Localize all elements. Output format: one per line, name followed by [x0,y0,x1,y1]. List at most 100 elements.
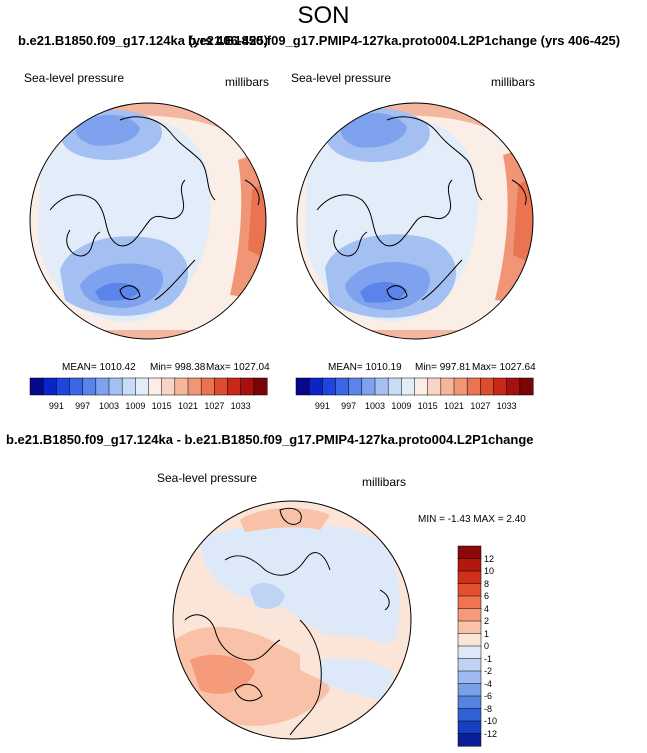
colorbar-tick-label: 12 [484,553,495,564]
colorbar-swatch [457,583,482,597]
colorbar-swatch [457,720,482,735]
colorbar-swatch [457,558,482,572]
colorbar-swatch [506,377,521,396]
colorbar-swatch [95,377,110,396]
panel2-colorbar [295,377,534,396]
colorbar-swatch [174,377,189,396]
colorbar-swatch [108,377,123,396]
panel1-min: Min= 998.38 [150,362,206,373]
colorbar-tick-label: 2 [484,616,490,626]
colorbar-swatch [348,377,363,396]
colorbar-swatch [295,377,310,396]
colorbar-tick-label: 1 [484,628,490,639]
colorbar-tick-label: 1009 [125,401,146,411]
diff-units-label: millibars [362,475,407,489]
difference-map [173,501,411,739]
colorbar-swatch [457,633,482,647]
colorbar-swatch [56,377,71,396]
colorbar-tick-label: 1033 [230,401,251,411]
colorbar-swatch [240,377,255,396]
panel2-min: Min= 997.81 [415,362,471,373]
colorbar-swatch [29,377,44,396]
colorbar-swatch [480,377,495,396]
panel1-units-label: millibars [225,75,270,89]
panel1-variable-label: Sea-level pressure [24,71,125,85]
colorbar-tick-label: -2 [484,666,493,676]
colorbar-swatch [227,377,242,396]
colorbar-tick-label: -6 [484,691,493,701]
colorbar-tick-label: -8 [484,703,493,714]
colorbar-swatch [253,377,268,396]
colorbar-swatch [82,377,97,396]
panel2-units-label: millibars [491,75,536,89]
colorbar-swatch [121,377,136,396]
colorbar-swatch [361,377,376,396]
difference-title: b.e21.B1850.f09_g17.124ka - b.e21.B1850.… [6,432,534,447]
colorbar-swatch [457,608,482,622]
colorbar-swatch [135,377,150,396]
colorbar-swatch [519,377,534,396]
colorbar-swatch [401,377,416,396]
panel1-mean: MEAN= 1010.42 [62,362,136,373]
colorbar-tick-label: 997 [75,401,91,411]
colorbar-tick-label: 8 [484,578,490,589]
colorbar-swatch [457,658,482,672]
colorbar-swatch [457,683,482,697]
case-title-right: b.e21.B1850.f09_g17.PMIP4-127ka.proto004… [188,33,621,48]
colorbar-tick-label: 1009 [391,401,412,411]
panel1-map [30,103,266,339]
diff-variable-label: Sea-level pressure [157,471,258,485]
colorbar-swatch [457,708,482,722]
colorbar-tick-label: 1021 [177,401,199,411]
panel2-map [297,103,533,339]
colorbar-swatch [387,377,402,396]
colorbar-swatch [493,377,508,396]
colorbar-swatch [457,545,482,560]
colorbar-swatch [453,377,468,396]
colorbar-swatch [335,377,350,396]
colorbar-swatch [427,377,442,396]
colorbar-tick-label: 991 [314,401,330,411]
colorbar-swatch [414,377,429,396]
figure-title: SON [297,2,350,29]
colorbar-tick-label: 1033 [496,401,517,411]
panel2-max: Max= 1027.64 [472,362,536,373]
colorbar-tick-label: -12 [484,728,498,739]
colorbar-swatch [161,377,176,396]
colorbar-swatch [440,377,455,396]
colorbar-tick-label: 10 [484,566,495,576]
panel1-max: Max= 1027.04 [206,362,270,373]
colorbar-swatch [187,377,202,396]
colorbar-tick-label: -1 [484,653,493,664]
colorbar-swatch [466,377,481,396]
colorbar-swatch [214,377,229,396]
colorbar-tick-label: 6 [484,591,490,601]
colorbar-swatch [42,377,57,396]
colorbar-swatch [200,377,215,396]
colorbar-swatch [457,595,482,610]
colorbar-tick-label: 991 [48,401,64,411]
colorbar-swatch [374,377,389,396]
colorbar-swatch [457,570,482,585]
colorbar-swatch [457,733,482,747]
colorbar-tick-label: 4 [484,603,490,614]
colorbar-tick-label: 1027 [204,401,225,411]
colorbar-tick-label: 997 [341,401,357,411]
colorbar-tick-label: -4 [484,678,493,689]
colorbar-tick-label: -10 [484,716,498,726]
colorbar-swatch [457,670,482,685]
colorbar-swatch [457,695,482,710]
colorbar-swatch [148,377,163,396]
panel2-variable-label: Sea-level pressure [291,71,392,85]
colorbar-tick-label: 0 [484,641,490,651]
colorbar-tick-label: 1021 [443,401,465,411]
panel2-mean: MEAN= 1010.19 [328,362,402,373]
colorbar-swatch [308,377,323,396]
case-title-left: b.e21.B1850.f09_g17.124ka (yrs 406-425) [18,33,269,48]
colorbar-swatch [69,377,84,396]
colorbar-tick-label: 1003 [364,401,386,411]
colorbar-swatch [322,377,337,396]
colorbar-swatch [457,620,482,635]
difference-colorbar [457,545,482,747]
